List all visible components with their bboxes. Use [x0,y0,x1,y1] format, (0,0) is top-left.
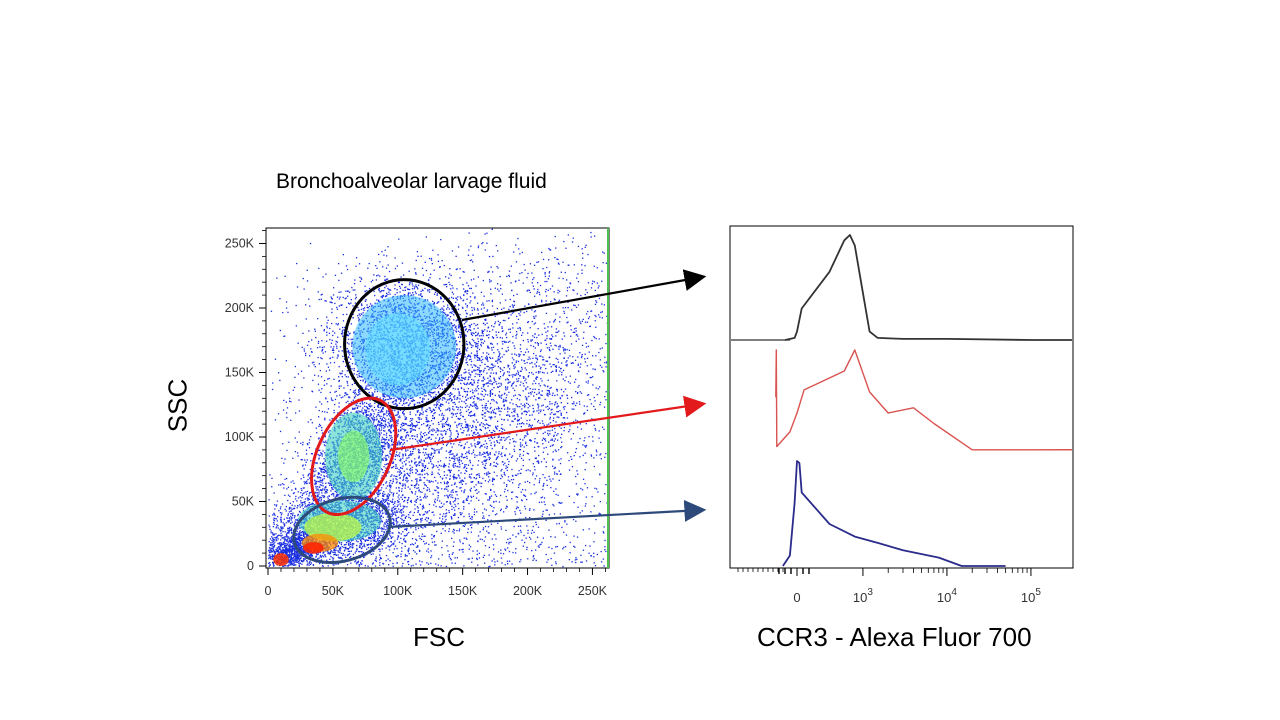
histogram-plot: 0 103 104 105 [729,225,1074,605]
scatter-axes: 0 50K 100K 150K 200K 250K 0 50K 100K 150K 200K 250K [225,230,608,598]
gate-ellipse [310,396,398,517]
density-cloud [268,228,610,568]
histogram-series [731,234,1073,567]
x-tick-label: 100K [383,584,413,598]
x-axis-label: FSC [413,622,465,652]
slide-title: Bronchoalveolar larvage fluid [276,170,547,193]
histogram-tick-label: 105 [1021,587,1041,605]
histogram-tick-label: 0 [793,590,800,605]
x-tick-label: 50K [322,584,345,598]
density-blob [365,313,431,386]
gate-arrows [387,269,707,529]
x-tick-label: 250K [578,584,608,598]
histogram-tick-label: 104 [937,587,957,605]
histogram-tick-label: 103 [853,587,873,605]
density-blob [273,553,289,566]
density-blob [303,542,324,554]
density-blob [338,430,370,483]
x-tick-label: 200K [513,584,543,598]
gates [292,278,466,564]
histogram-axes: 0 103 104 105 [737,568,1041,605]
x-tick-label: 0 [265,584,272,598]
y-tick-label: 150K [225,365,255,379]
histogram-frame [729,225,1074,569]
scatter-plot: 0 50K 100K 150K 200K 250K 0 50K 100K 150K 200K 250K [225,227,610,598]
y-tick-label: 50K [232,494,255,508]
y-tick-label: 250K [225,236,255,250]
gate-ellipse [292,495,392,564]
histogram-line [775,349,1073,451]
histogram-x-axis-label: CCR3 - Alexa Fluor 700 [757,622,1032,652]
red-gate-arrow [389,395,707,452]
y-tick-label: 0 [247,559,254,573]
y-tick-label: 200K [225,301,255,315]
histogram-line [785,234,1072,341]
blue-gate-arrow [387,499,707,529]
y-axis-label: SSC [162,378,193,433]
gate-ellipse [343,278,466,411]
black-gate-arrow [461,269,707,322]
y-tick-label: 100K [225,430,255,444]
histogram-line [782,460,1006,567]
x-tick-label: 150K [448,584,478,598]
